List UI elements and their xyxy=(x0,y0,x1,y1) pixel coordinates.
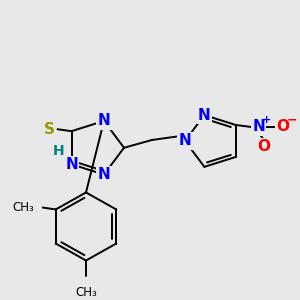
Text: N: N xyxy=(252,119,265,134)
Text: O: O xyxy=(276,119,289,134)
Text: −: − xyxy=(286,114,297,127)
Text: O: O xyxy=(257,139,270,154)
Text: N: N xyxy=(198,108,211,123)
Text: S: S xyxy=(44,122,55,137)
Text: CH₃: CH₃ xyxy=(75,286,97,299)
Text: N: N xyxy=(65,157,78,172)
Text: N: N xyxy=(98,113,110,128)
Text: N: N xyxy=(178,134,191,148)
Text: +: + xyxy=(262,115,271,125)
Text: CH₃: CH₃ xyxy=(12,201,34,214)
Text: N: N xyxy=(98,167,110,182)
Text: H: H xyxy=(53,144,64,158)
